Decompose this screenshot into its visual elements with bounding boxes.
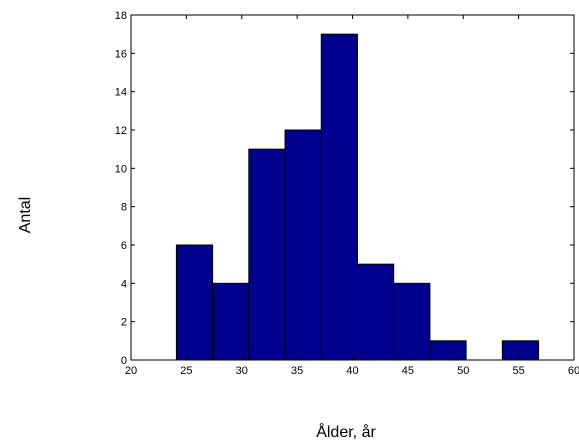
x-axis-label: Ålder, år	[316, 422, 376, 441]
x-tick-label: 25	[180, 365, 192, 377]
x-tick-label: 50	[457, 365, 469, 377]
y-tick-label: 14	[115, 87, 127, 99]
histogram-bar-5	[356, 263, 395, 361]
y-tick-label: 2	[121, 317, 127, 329]
histogram-bar-0	[175, 244, 214, 361]
histogram-bar-9	[501, 340, 540, 361]
y-tick-label: 0	[121, 355, 127, 367]
x-tick-label: 35	[291, 365, 303, 377]
y-axis-label: Antal	[17, 197, 34, 233]
x-tick-label: 45	[402, 365, 414, 377]
y-tick-label: 16	[115, 48, 127, 60]
x-tick-label: 40	[346, 365, 358, 377]
y-tick-label: 6	[121, 240, 127, 252]
y-tick-label: 12	[115, 125, 127, 137]
x-tick-label: 30	[236, 365, 248, 377]
y-tick-label: 4	[121, 278, 127, 290]
bars-group	[175, 33, 540, 361]
histogram-bar-6	[393, 282, 431, 361]
x-tick-label: 55	[513, 365, 525, 377]
histogram-bar-1	[212, 282, 250, 361]
histogram-bar-7	[429, 340, 467, 361]
histogram-bar-4	[320, 33, 358, 361]
y-tick-label: 18	[115, 10, 127, 22]
ticks-group: 20 25 30 35 40 45 50 55 60 0 2 4 6 8 10 12 14 16 18	[115, 10, 579, 377]
y-tick-label: 10	[115, 163, 127, 175]
histogram-bar-3	[284, 129, 322, 361]
x-tick-label: 20	[125, 365, 137, 377]
histogram-bar-2	[248, 148, 286, 361]
y-tick-label: 8	[121, 202, 127, 214]
x-tick-label: 60	[568, 365, 579, 377]
